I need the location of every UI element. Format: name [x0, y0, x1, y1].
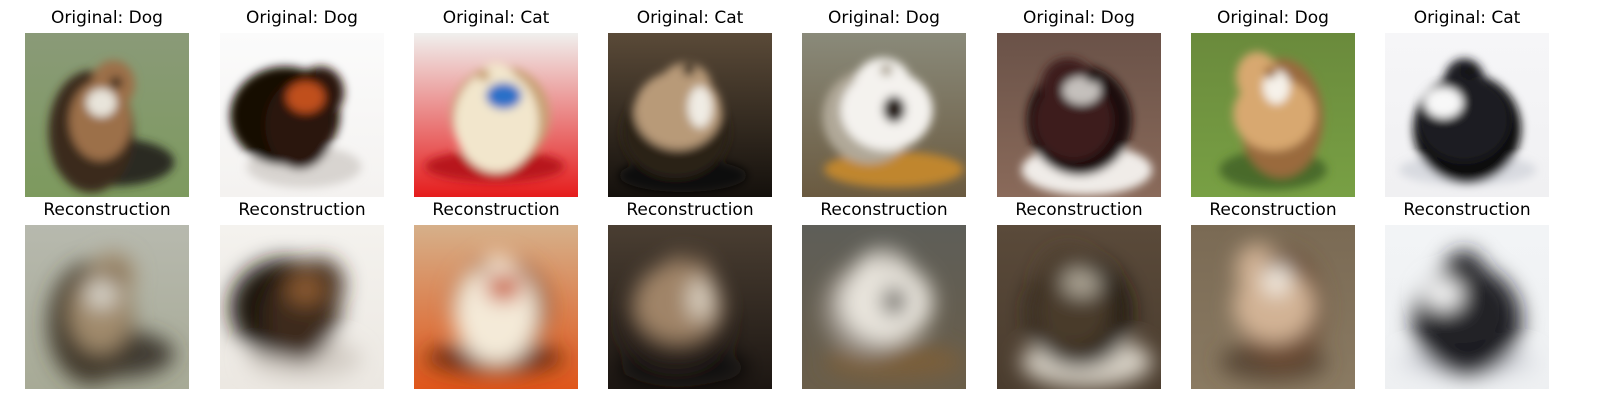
reconstruction-image — [220, 225, 384, 389]
reconstruction-title: Reconstruction — [43, 200, 171, 220]
reconstruction-title: Reconstruction — [432, 200, 560, 220]
original-image — [1385, 33, 1549, 197]
original-image — [25, 33, 189, 197]
original-title: Original: Cat — [636, 8, 744, 28]
original-image — [414, 33, 578, 197]
reconstruction-title: Reconstruction — [626, 200, 754, 220]
original-title: Original: Cat — [1413, 8, 1521, 28]
reconstruction-title: Reconstruction — [238, 200, 366, 220]
reconstruction-title: Reconstruction — [1403, 200, 1531, 220]
reconstruction-title: Reconstruction — [1015, 200, 1143, 220]
reconstruction-title: Reconstruction — [820, 200, 948, 220]
original-image — [608, 33, 772, 197]
original-image — [802, 33, 966, 197]
reconstruction-image — [997, 225, 1161, 389]
reconstruction-image — [25, 225, 189, 389]
original-image — [997, 33, 1161, 197]
original-title: Original: Dog — [1217, 8, 1329, 28]
original-title: Original: Dog — [246, 8, 358, 28]
original-title: Original: Dog — [51, 8, 163, 28]
reconstruction-image — [802, 225, 966, 389]
reconstruction-title: Reconstruction — [1209, 200, 1337, 220]
original-title: Original: Dog — [828, 8, 940, 28]
original-image — [220, 33, 384, 197]
original-title: Original: Cat — [442, 8, 550, 28]
reconstruction-image — [1385, 225, 1549, 389]
reconstruction-image — [1191, 225, 1355, 389]
reconstruction-image — [608, 225, 772, 389]
original-image — [1191, 33, 1355, 197]
original-title: Original: Dog — [1023, 8, 1135, 28]
reconstruction-image — [414, 225, 578, 389]
